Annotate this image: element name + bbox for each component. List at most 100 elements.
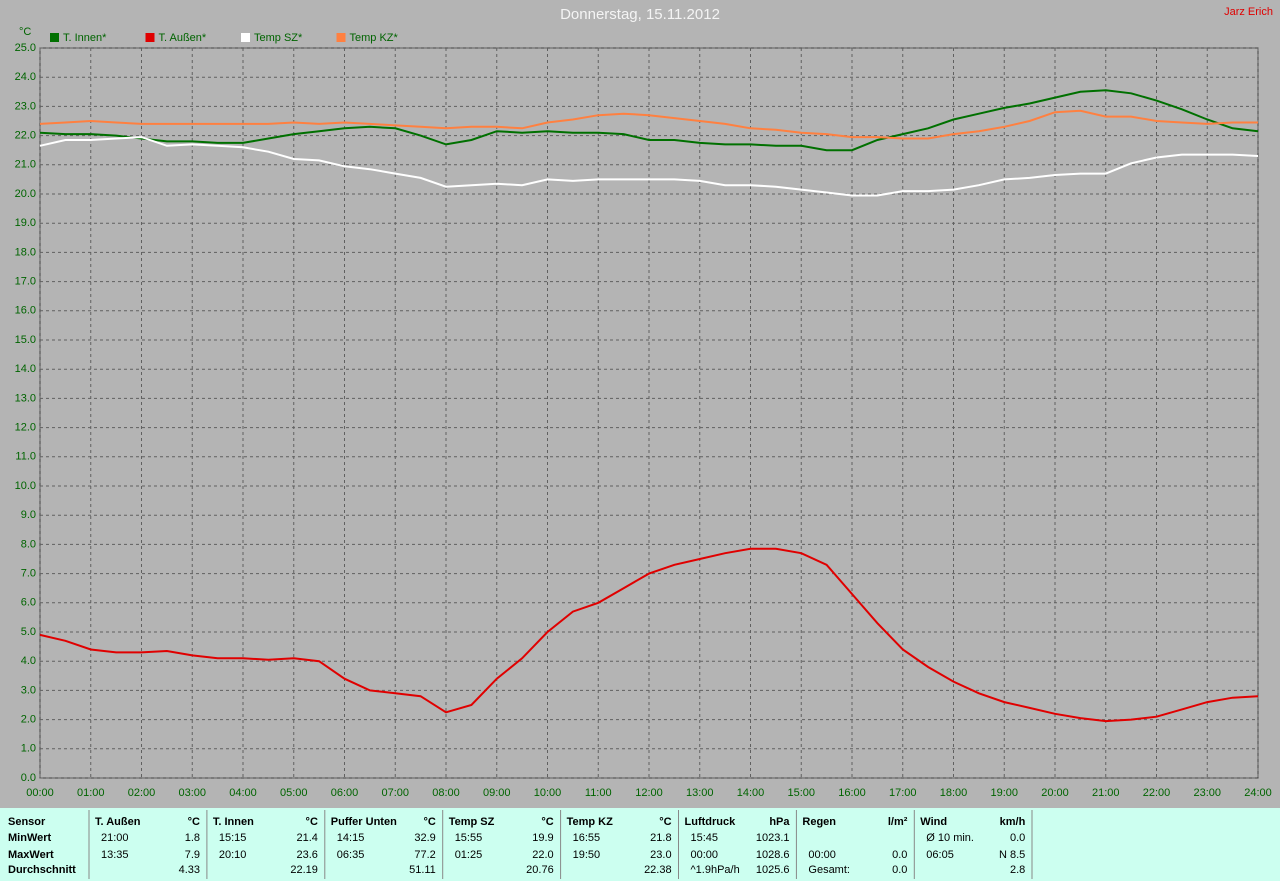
cell-value: 2.8 [1010, 864, 1025, 876]
legend-swatch [336, 33, 346, 42]
x-tick-label: 23:00 [1193, 787, 1221, 799]
column-header: Luftdruck [685, 816, 737, 828]
cell-value: 19.9 [532, 832, 553, 844]
cell-time: Gesamt: [808, 864, 850, 876]
cell-time: 16:55 [573, 832, 601, 844]
x-tick-label: 18:00 [940, 787, 968, 799]
x-tick-label: 11:00 [585, 787, 612, 799]
column-header: Puffer Unten [331, 816, 397, 828]
x-tick-label: 02:00 [128, 787, 156, 799]
column-header: Temp SZ [449, 816, 495, 828]
legend-label: T. Außen* [159, 32, 207, 44]
y-tick-label: 10.0 [15, 480, 36, 492]
stats-table: Sensor MinWert MaxWert Durchschnitt T. Außen… [8, 810, 1033, 879]
y-tick-label: 11.0 [15, 451, 36, 463]
cell-value: 4.33 [179, 864, 200, 876]
y-tick-label: 9.0 [21, 509, 36, 521]
row-label: MinWert [8, 832, 52, 844]
column-unit: °C [541, 816, 553, 828]
cell-time: 00:00 [691, 849, 719, 861]
cell-time: 14:15 [337, 832, 365, 844]
legend-swatch [145, 33, 155, 42]
column-header: Temp KZ [567, 816, 614, 828]
cell-time: 20:10 [219, 849, 247, 861]
y-tick-label: 0.0 [21, 772, 36, 784]
y-tick-label: 21.0 [15, 159, 36, 171]
cell-value: 32.9 [414, 832, 435, 844]
x-tick-label: 24:00 [1244, 787, 1272, 799]
y-tick-label: 19.0 [15, 217, 36, 229]
column-unit: °C [659, 816, 671, 828]
y-tick-label: 7.0 [21, 568, 36, 580]
y-tick-label: 4.0 [21, 655, 36, 667]
cell-value: 1023.1 [756, 832, 790, 844]
y-tick-label: 3.0 [21, 684, 36, 696]
cell-value: 1025.6 [756, 864, 790, 876]
row-label: MaxWert [8, 849, 54, 861]
cell-time: 00:00 [808, 849, 836, 861]
legend-label: Temp KZ* [350, 32, 399, 44]
cell-time: ^1.9hPa/h [691, 864, 740, 876]
legend-swatch [241, 33, 250, 42]
y-tick-label: 15.0 [15, 334, 36, 346]
y-tick-label: 16.0 [15, 305, 36, 317]
row-label: Sensor [8, 816, 46, 828]
y-tick-label: 18.0 [15, 246, 36, 258]
x-tick-label: 08:00 [432, 787, 460, 799]
x-tick-label: 21:00 [1092, 787, 1120, 799]
cell-value: 1.8 [185, 832, 200, 844]
cell-value: 22.19 [290, 864, 318, 876]
chart-title: Donnerstag, 15.11.2012 [560, 6, 720, 23]
series-line [39, 547, 1259, 723]
cell-value: 1028.6 [756, 849, 790, 861]
y-tick-label: 5.0 [21, 626, 36, 638]
cell-value: 0.0 [1010, 832, 1025, 844]
cell-time: 01:25 [455, 849, 483, 861]
legend-swatch [50, 33, 59, 42]
y-tick-label: 13.0 [15, 392, 36, 404]
x-tick-label: 15:00 [787, 787, 815, 799]
x-tick-label: 03:00 [178, 787, 206, 799]
x-tick-label: 10:00 [534, 787, 562, 799]
author: Jarz Erich [1224, 6, 1273, 18]
x-tick-label: 00:00 [26, 787, 54, 799]
cell-time: 06:35 [337, 849, 365, 861]
column-unit: hPa [769, 816, 790, 828]
x-tick-label: 20:00 [1041, 787, 1069, 799]
column-header: Regen [802, 816, 836, 828]
x-tick-label: 22:00 [1143, 787, 1171, 799]
cell-value: 23.0 [650, 849, 671, 861]
y-tick-label: 6.0 [21, 597, 36, 609]
column-unit: °C [306, 816, 318, 828]
cell-time: 15:45 [691, 832, 719, 844]
x-tick-label: 04:00 [229, 787, 257, 799]
y-tick-label: 1.0 [21, 743, 36, 755]
cell-time: Ø 10 min. [926, 832, 974, 844]
x-tick-label: 14:00 [737, 787, 765, 799]
column-header: T. Innen [213, 816, 254, 828]
x-tick-label: 13:00 [686, 787, 714, 799]
x-tick-label: 05:00 [280, 787, 308, 799]
x-tick-label: 12:00 [635, 787, 663, 799]
y-tick-label: 14.0 [15, 363, 36, 375]
cell-time: 21:00 [101, 832, 129, 844]
x-tick-label: 06:00 [331, 787, 359, 799]
cell-value: 51.11 [409, 864, 436, 876]
cell-value: 0.0 [892, 849, 907, 861]
cell-time: 15:55 [455, 832, 483, 844]
y-tick-label: 25.0 [15, 42, 36, 54]
cell-value: N 8.5 [999, 849, 1025, 861]
cell-value: 23.6 [296, 849, 317, 861]
x-tick-label: 09:00 [483, 787, 511, 799]
y-tick-label: 2.0 [21, 714, 36, 726]
x-tick-label: 16:00 [838, 787, 866, 799]
column-unit: km/h [1000, 816, 1026, 828]
stats-table-bg [0, 808, 1280, 881]
y-tick-label: 24.0 [15, 71, 36, 83]
cell-value: 20.76 [526, 864, 554, 876]
cell-value: 77.2 [414, 849, 435, 861]
cell-value: 21.8 [650, 832, 671, 844]
x-tick-label: 01:00 [77, 787, 105, 799]
